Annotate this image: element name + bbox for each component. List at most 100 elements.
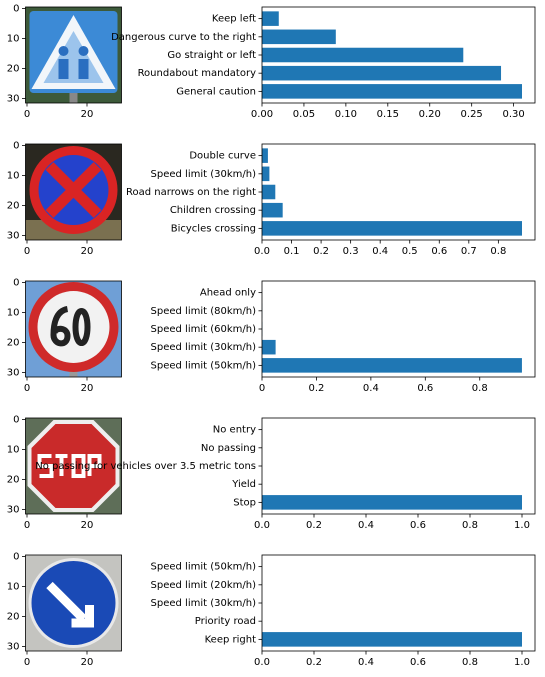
x-tick-label: 0.25 bbox=[461, 109, 483, 120]
x-tick-label: 0.20 bbox=[419, 109, 441, 120]
axes-frame bbox=[25, 554, 122, 652]
x-tick-label: 0.8 bbox=[462, 520, 478, 531]
sign-letters bbox=[37, 454, 102, 478]
bar bbox=[262, 495, 522, 510]
y-tick-label: 10 bbox=[7, 582, 20, 593]
category-label: Speed limit (50km/h) bbox=[151, 562, 257, 573]
x-tick-label: 0.3 bbox=[343, 246, 359, 257]
axes-frame bbox=[25, 143, 122, 241]
category-label: Speed limit (20km/h) bbox=[151, 580, 257, 591]
y-tick-label: 30 bbox=[7, 94, 20, 105]
axes-frame bbox=[261, 6, 536, 104]
x-tick-label: 20 bbox=[81, 383, 94, 394]
x-tick-label: 0.0 bbox=[254, 520, 270, 531]
axes-frame bbox=[261, 280, 536, 378]
bar bbox=[262, 339, 276, 355]
axes-frame bbox=[25, 280, 122, 378]
photo bbox=[25, 555, 122, 651]
y-tick-label: 30 bbox=[7, 368, 20, 379]
figure bbox=[58, 46, 69, 56]
bar bbox=[262, 29, 336, 45]
category-label: Keep left bbox=[212, 14, 256, 25]
category-label: Priority road bbox=[195, 616, 256, 627]
bar bbox=[262, 65, 502, 81]
x-tick-label: 0.8 bbox=[490, 246, 506, 257]
x-tick-label: 0.4 bbox=[363, 383, 379, 394]
x-tick-label: 20 bbox=[81, 520, 94, 531]
axes-frame bbox=[261, 417, 536, 515]
x-tick-label: 0.7 bbox=[461, 246, 477, 257]
x-tick-label: 0.6 bbox=[431, 246, 447, 257]
x-tick-label: 0.30 bbox=[502, 109, 524, 120]
x-tick-label: 0.6 bbox=[410, 520, 426, 531]
category-label: No passing for vehicles over 3.5 metric … bbox=[35, 461, 256, 472]
category-label: Roundabout mandatory bbox=[138, 68, 257, 79]
category-label: Go straight or left bbox=[167, 50, 256, 61]
bar bbox=[262, 84, 522, 99]
y-tick-label: 20 bbox=[7, 612, 20, 623]
figure bbox=[78, 46, 89, 56]
x-tick-label: 1.0 bbox=[514, 657, 530, 668]
category-label: Speed limit (30km/h) bbox=[151, 169, 257, 180]
y-tick-label: 10 bbox=[7, 445, 20, 456]
y-tick-label: 30 bbox=[7, 231, 20, 242]
category-label: Yield bbox=[231, 479, 256, 490]
category-label: Speed limit (60km/h) bbox=[151, 324, 257, 335]
bar bbox=[262, 184, 276, 200]
x-tick-label: 0.4 bbox=[372, 246, 388, 257]
category-label: No passing bbox=[201, 443, 256, 454]
category-label: Stop bbox=[233, 497, 256, 508]
category-label: Children crossing bbox=[170, 205, 256, 216]
x-tick-label: 0.2 bbox=[308, 383, 324, 394]
axes-frame bbox=[25, 6, 122, 104]
x-tick-label: 0.05 bbox=[293, 109, 315, 120]
category-label: Ahead only bbox=[200, 288, 256, 299]
bar bbox=[262, 11, 279, 26]
bar bbox=[262, 221, 522, 236]
y-tick-label: 20 bbox=[7, 338, 20, 349]
category-label: Speed limit (80km/h) bbox=[151, 306, 257, 317]
x-tick-label: 0.2 bbox=[306, 520, 322, 531]
x-tick-label: 0 bbox=[24, 657, 30, 668]
x-tick-label: 20 bbox=[81, 109, 94, 120]
category-label: Speed limit (50km/h) bbox=[151, 360, 257, 371]
x-tick-label: 0 bbox=[24, 109, 30, 120]
x-tick-label: 0.2 bbox=[313, 246, 329, 257]
y-tick-label: 20 bbox=[7, 64, 20, 75]
y-tick-label: 10 bbox=[7, 171, 20, 182]
x-tick-label: 0.0 bbox=[254, 657, 270, 668]
y-tick-label: 30 bbox=[7, 505, 20, 516]
bar bbox=[262, 148, 268, 163]
axes-frame bbox=[261, 554, 536, 652]
pole bbox=[69, 91, 78, 103]
category-label: Bicycles crossing bbox=[171, 223, 256, 234]
x-tick-label: 20 bbox=[81, 657, 94, 668]
y-tick-label: 10 bbox=[7, 308, 20, 319]
y-tick-label: 0 bbox=[13, 278, 19, 289]
photo bbox=[25, 418, 122, 514]
x-tick-label: 0.4 bbox=[358, 520, 374, 531]
sign-arrow bbox=[46, 581, 94, 628]
x-tick-label: 0.8 bbox=[472, 383, 488, 394]
y-tick-label: 0 bbox=[13, 415, 19, 426]
y-tick-label: 0 bbox=[13, 4, 19, 15]
category-label: Speed limit (30km/h) bbox=[151, 598, 257, 609]
photo bbox=[25, 144, 122, 240]
x-tick-label: 0.10 bbox=[335, 109, 357, 120]
axes-frame bbox=[261, 143, 536, 241]
x-tick-label: 0.6 bbox=[417, 383, 433, 394]
photo bbox=[25, 7, 122, 103]
x-tick-label: 0.2 bbox=[306, 657, 322, 668]
x-tick-label: 0 bbox=[24, 383, 30, 394]
category-label: Road narrows on the right bbox=[126, 187, 256, 198]
x-tick-label: 0.1 bbox=[284, 246, 300, 257]
x-tick-label: 1.0 bbox=[514, 520, 530, 531]
x-tick-label: 0 bbox=[24, 520, 30, 531]
x-tick-label: 0 bbox=[259, 383, 265, 394]
x-tick-label: 0.15 bbox=[377, 109, 399, 120]
x-tick-label: 0.0 bbox=[254, 246, 270, 257]
sign-cross bbox=[45, 162, 102, 218]
y-tick-label: 0 bbox=[13, 552, 19, 563]
